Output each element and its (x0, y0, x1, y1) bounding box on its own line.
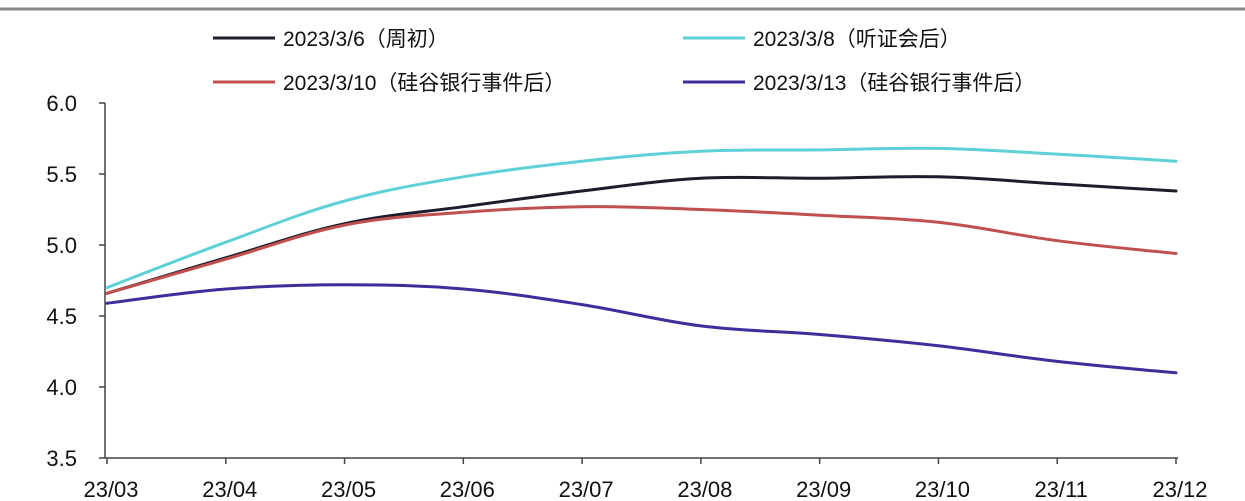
legend: 2023/3/6（周初） 2023/3/8（听证会后） 2023/3/10（硅谷银行… (213, 28, 1035, 95)
series-line-4 (105, 283, 1178, 375)
x-tick-label: 23/06 (440, 477, 495, 501)
y-tick-label: 5.0 (46, 233, 77, 258)
y-tick-label: 3.5 (46, 446, 77, 471)
y-tick-label: 5.5 (46, 162, 77, 187)
legend-label: 2023/3/6（周初） (283, 28, 449, 51)
y-tick-label: 4.5 (46, 304, 77, 329)
legend-label: 2023/3/13（硅谷银行事件后） (753, 72, 1035, 95)
legend-item-3: 2023/3/10（硅谷银行事件后） (213, 72, 565, 95)
y-tick-label: 6.0 (46, 91, 77, 116)
x-tick-label: 23/08 (677, 477, 732, 501)
x-tick-label: 23/09 (796, 477, 851, 501)
x-axis: 23/03 23/04 23/05 23/06 23/07 23/08 23/09 23/10… (83, 457, 1208, 501)
series-line-3 (105, 205, 1178, 295)
legend-label: 2023/3/10（硅谷银行事件后） (283, 72, 565, 95)
legend-item-4: 2023/3/13（硅谷银行事件后） (683, 72, 1035, 95)
x-tick-label: 23/05 (321, 477, 376, 501)
series-line-2 (105, 146, 1178, 290)
x-tick-label: 23/12 (1152, 477, 1207, 501)
legend-item-1: 2023/3/6（周初） (213, 28, 449, 51)
y-axis: 6.0 5.5 5.0 4.5 4.0 3.5 (46, 91, 106, 471)
legend-label: 2023/3/8（听证会后） (753, 28, 961, 51)
x-tick-label: 23/10 (915, 477, 970, 501)
x-tick-label: 23/11 (1035, 477, 1088, 501)
series-group (105, 146, 1178, 375)
y-tick-label: 4.0 (46, 375, 77, 400)
x-tick-label: 23/07 (559, 477, 614, 501)
x-tick-label: 23/03 (83, 477, 138, 501)
x-tick-label: 23/04 (202, 477, 257, 501)
legend-item-2: 2023/3/8（听证会后） (683, 28, 961, 51)
